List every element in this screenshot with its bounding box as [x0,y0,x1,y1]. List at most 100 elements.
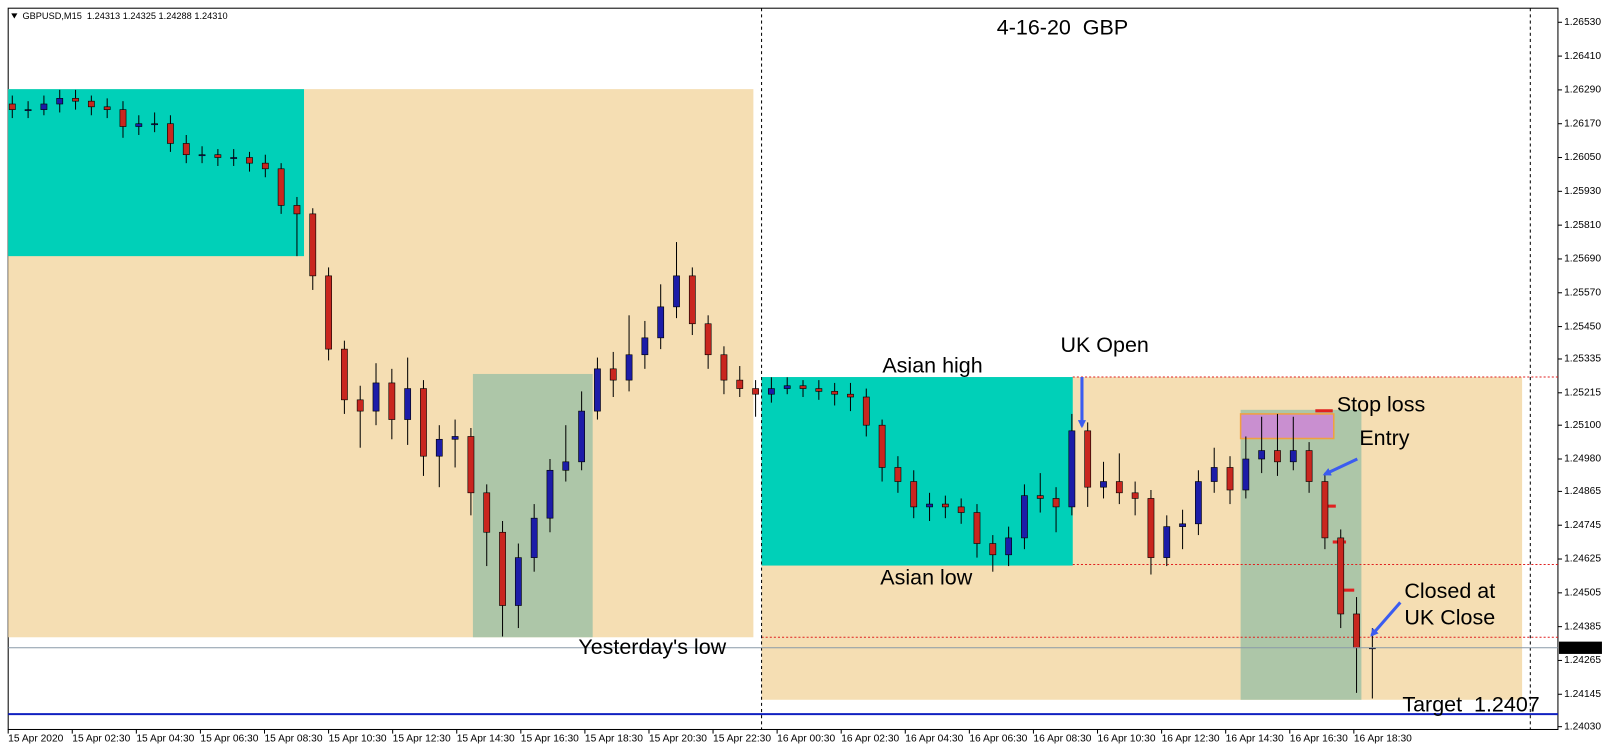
candle-body [499,531,506,606]
candle-body [1005,537,1012,556]
candle-body [847,393,854,398]
y-tick-label: 1.25930 [1564,186,1601,197]
x-tick-label: 15 Apr 14:30 [457,733,515,744]
candle-body [815,388,823,392]
candle-body [246,157,253,164]
candle-body [420,388,427,457]
x-tick-label: 16 Apr 06:30 [969,733,1027,744]
candle-body [783,385,791,389]
candle-body [261,162,269,170]
candle-body [989,543,997,556]
candle-body [973,512,981,544]
candle-body [182,143,190,156]
menu-triangle [11,13,18,19]
candles [8,89,1376,699]
candle-body [831,391,839,395]
current-price-label: 1.24310 [1562,642,1599,653]
candle-body [546,469,554,519]
y-tick-label: 1.26050 [1564,152,1601,163]
candle-body [56,98,64,105]
arrow [1322,457,1358,476]
arrow [1370,601,1402,637]
candle-body [878,424,886,468]
candle-body [372,382,380,412]
candle-body [799,385,807,389]
annotation: Closed at [1404,579,1495,603]
y-tick-label: 1.24265 [1564,655,1601,666]
candle-body [768,388,775,395]
y-tick-label: 1.26410 [1564,51,1601,62]
x-tick-label: 15 Apr 22:30 [713,733,771,744]
candle-body [1131,492,1139,499]
chart-header: GBPUSD,M15 1.24313 1.24325 1.24288 1.243… [23,11,228,21]
candle-body [388,382,396,420]
candle-body [594,368,601,412]
x-tick-label: 15 Apr 2020 [8,733,63,744]
candle-body [309,213,317,277]
y-tick-label: 1.25690 [1564,254,1601,265]
candle-body [752,388,759,395]
candle-body [135,123,143,127]
candle-body [514,557,522,606]
candle-body [72,98,79,102]
x-tick-label: 15 Apr 02:30 [72,733,130,744]
y-tick-label: 1.24385 [1564,621,1601,632]
candle-body [341,348,348,401]
x-tick-label: 15 Apr 08:30 [265,733,323,744]
y-tick-label: 1.25335 [1564,354,1601,365]
candle-body [293,205,301,215]
y-tick-label: 1.24865 [1564,486,1601,497]
candle-body [325,275,332,350]
y-tick-label: 1.25215 [1564,387,1601,398]
x-tick-label: 15 Apr 10:30 [329,733,387,744]
zone-asian [761,377,1073,566]
candle-body [926,503,933,508]
y-tick-label: 1.24745 [1564,520,1601,531]
candle-body [404,388,412,420]
x-tick-label: 16 Apr 18:30 [1354,733,1412,744]
chart-title: 4-16-20 GBP [997,15,1128,39]
candle-body [957,506,965,513]
zone-asian [8,89,305,257]
x-tick-label: 16 Apr 10:30 [1098,733,1156,744]
y-tick-label: 1.24030 [1564,721,1601,732]
candle-body [167,123,174,144]
candle-body [625,354,633,381]
candle-body [910,481,918,508]
candle-body [1052,498,1060,508]
y-tick-label: 1.25450 [1564,321,1601,332]
candle-body [119,109,127,127]
candle-body [1210,467,1218,482]
candle-body [562,461,570,471]
y-tick-label: 1.25810 [1564,220,1601,231]
candle-body [1021,495,1028,539]
candle-body [673,275,680,308]
candle-body [8,103,16,110]
current-price-box [1558,641,1602,654]
zone-us [472,373,593,638]
candle-body [40,103,48,110]
x-tick-label: 16 Apr 00:30 [777,733,835,744]
x-tick-label: 15 Apr 06:30 [200,733,258,744]
candle-body [1084,430,1092,488]
candle-body [467,436,475,494]
candle-body [198,154,206,157]
annotation: Stop loss [1337,392,1425,416]
x-tick-label: 16 Apr 02:30 [841,733,899,744]
x-tick-label: 16 Apr 14:30 [1226,733,1284,744]
candle-body [688,275,696,325]
candle-body [1258,450,1266,460]
candle-body [277,168,285,206]
candle-body [1115,481,1123,494]
candle-body [720,354,728,381]
candle-body [1242,458,1250,491]
annotation: UK Open [1060,333,1148,357]
candle-body [641,337,649,356]
candle-body [1036,495,1044,499]
candle-body [1337,537,1345,615]
candle-body [1321,481,1329,539]
y-tick-label: 1.24980 [1564,454,1601,465]
candle-body [736,379,744,389]
